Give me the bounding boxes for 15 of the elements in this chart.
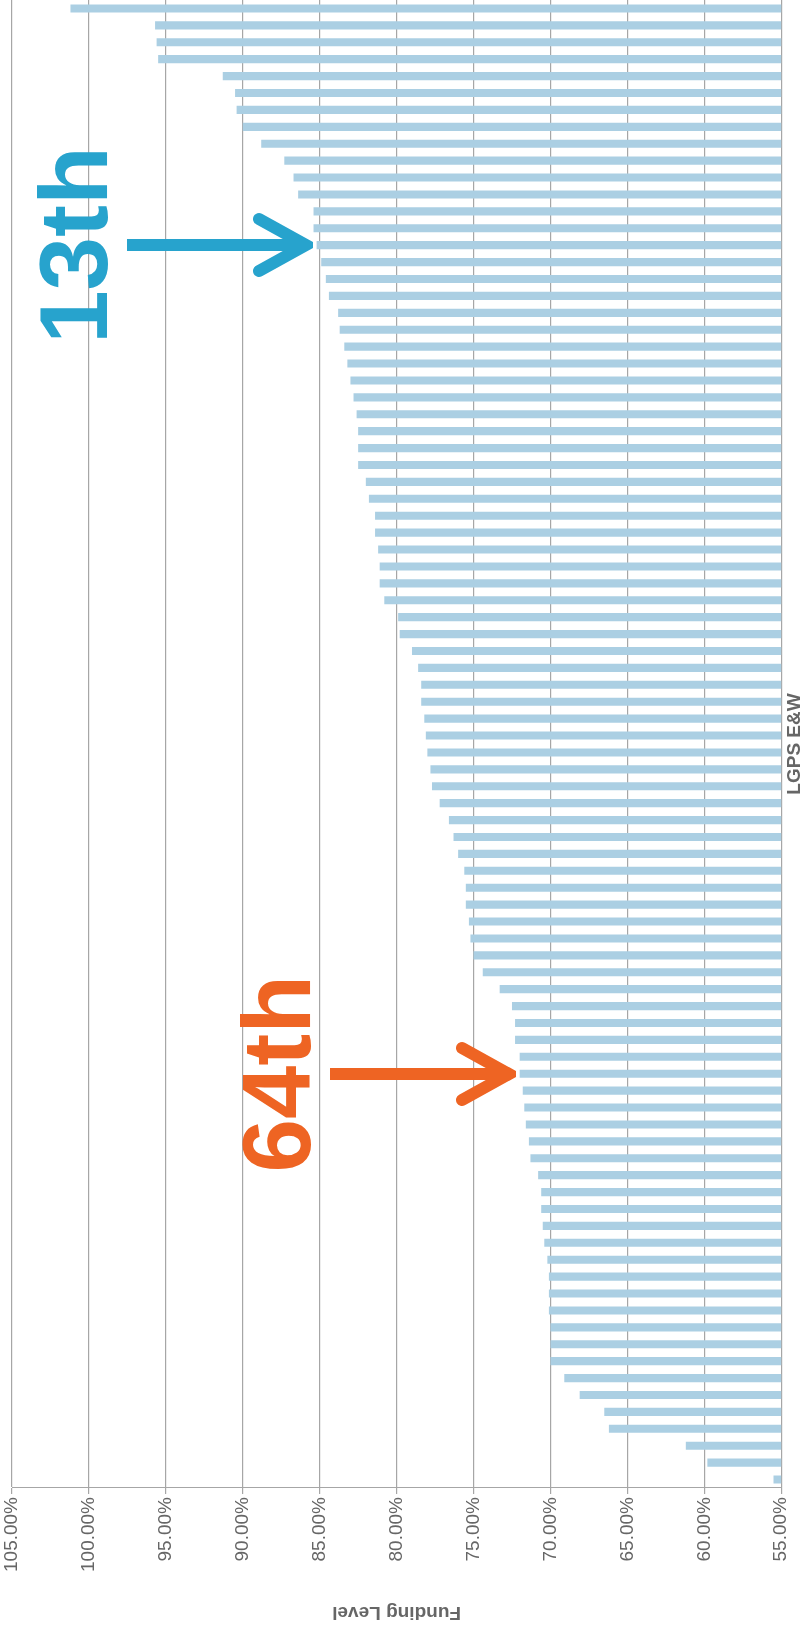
- x-axis-title: Funding Level: [332, 1602, 461, 1624]
- x-tick-label: 105.00%: [0, 1496, 22, 1573]
- x-tick-label: 80.00%: [384, 1496, 406, 1562]
- x-tick-label: 100.00%: [77, 1496, 99, 1573]
- x-tick-label: 60.00%: [692, 1496, 714, 1562]
- x-tick-label: 95.00%: [154, 1496, 176, 1562]
- x-tick-label: 65.00%: [615, 1496, 637, 1562]
- x-tick-label: 90.00%: [230, 1496, 252, 1562]
- x-tick-label: 70.00%: [538, 1496, 560, 1562]
- annotation: 64th: [223, 975, 331, 1173]
- x-tick-label: 55.00%: [769, 1496, 791, 1562]
- x-tick-label: 85.00%: [307, 1496, 329, 1562]
- y-axis-title: LGPS E&W: [783, 693, 805, 795]
- annotation: 13th: [20, 146, 128, 344]
- x-tick-label: 75.00%: [461, 1496, 483, 1562]
